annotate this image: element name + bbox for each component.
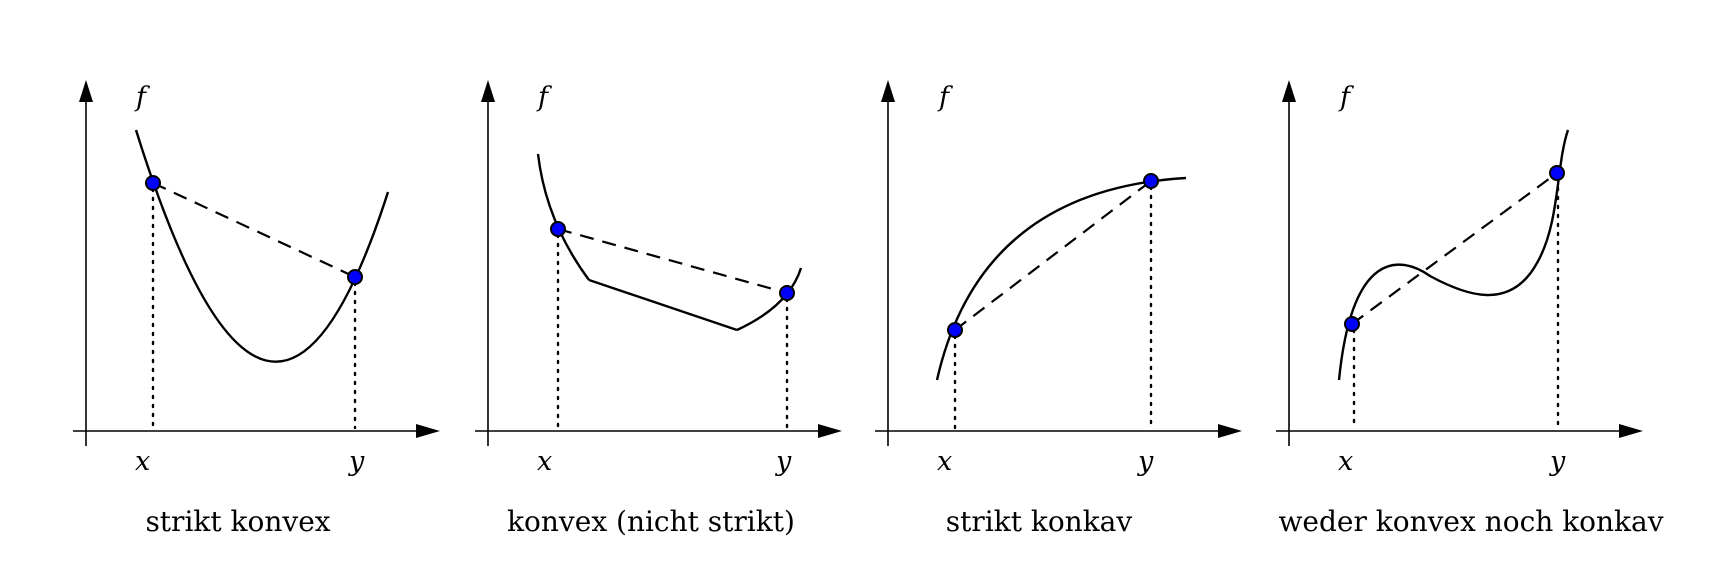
f-label: f	[134, 82, 150, 113]
point-at-x	[947, 322, 963, 338]
point-at-x	[550, 221, 566, 237]
function-curve	[935, 176, 1187, 381]
panel-convex: f x y konvex (nicht strikt)	[475, 80, 842, 538]
point-at-y	[779, 285, 795, 301]
point-at-y	[347, 269, 363, 285]
y-label: y	[348, 446, 365, 477]
caption: weder konvex noch konkav	[1278, 505, 1663, 538]
function-linear-segment	[588, 278, 738, 332]
point-at-y	[1549, 165, 1565, 181]
caption: konvex (nicht strikt)	[507, 505, 795, 538]
panel-strict-convex: f x y strikt konvex	[73, 80, 440, 538]
x-axis-arrowhead	[1619, 424, 1643, 438]
f-label: f	[536, 82, 552, 113]
y-axis-arrowhead	[79, 80, 93, 102]
secant-line	[557, 227, 788, 295]
y-axis-arrowhead	[481, 80, 495, 102]
y-label: y	[775, 446, 792, 477]
caption: strikt konvex	[145, 505, 330, 538]
y-axis-arrowhead	[1282, 80, 1296, 102]
point-at-y	[1143, 173, 1159, 189]
x-axis-arrowhead	[818, 424, 842, 438]
f-label: f	[937, 82, 953, 113]
panel-strict-concave: f x y strikt konkav	[875, 80, 1242, 538]
x-label: x	[1338, 446, 1353, 477]
point-at-x	[1344, 316, 1360, 332]
secant-line	[152, 182, 356, 278]
x-axis-arrowhead	[416, 424, 440, 438]
caption: strikt konkav	[946, 505, 1133, 538]
f-label: f	[1338, 82, 1354, 113]
x-label: x	[937, 446, 952, 477]
secant-line	[1351, 172, 1558, 325]
x-label: x	[537, 446, 552, 477]
function-curve	[1337, 129, 1570, 381]
panel-neither: f x y weder konvex noch konkav	[1276, 80, 1664, 538]
function-curve-left	[536, 153, 590, 281]
x-label: x	[135, 446, 150, 477]
point-at-x	[145, 175, 161, 191]
y-axis-arrowhead	[881, 80, 895, 102]
secant-line	[954, 180, 1152, 331]
function-curve-right	[736, 267, 803, 332]
y-label: y	[1137, 446, 1154, 477]
x-axis-arrowhead	[1218, 424, 1242, 438]
y-label: y	[1549, 446, 1566, 477]
function-curve	[134, 129, 390, 363]
